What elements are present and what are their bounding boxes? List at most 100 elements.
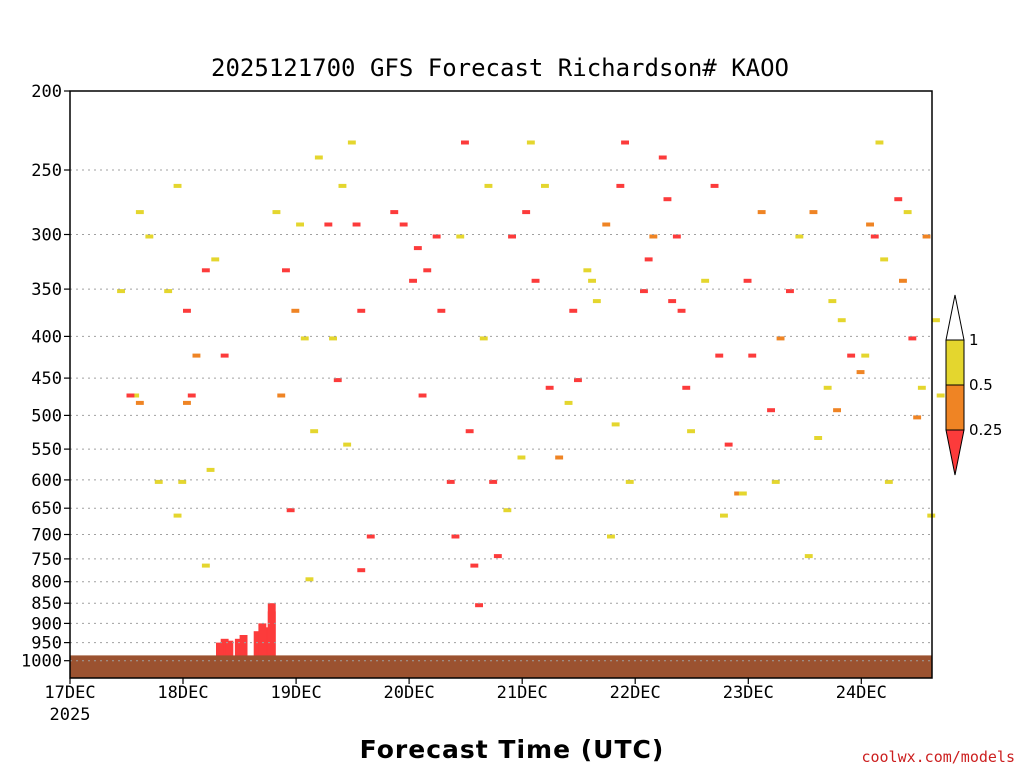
ri-cell	[861, 353, 870, 358]
ri-cell	[875, 140, 884, 145]
y-tick-label: 800	[31, 573, 62, 593]
grid-lines	[70, 169, 932, 662]
ri-cell	[625, 479, 634, 484]
ri-cell	[607, 534, 615, 539]
ri-cell	[508, 234, 516, 239]
ri-cell	[357, 308, 366, 313]
ri-cell	[856, 370, 865, 375]
ri-cell	[908, 336, 917, 341]
legend: 1 0.5 0.25	[945, 294, 1002, 476]
ri-cell	[767, 408, 775, 413]
ri-cell	[164, 289, 173, 294]
ri-cell	[461, 140, 469, 145]
x-tick-label: 23DEC	[723, 683, 774, 703]
ri-cell	[135, 210, 144, 215]
ri-cell	[272, 210, 281, 215]
ri-cell	[687, 429, 695, 434]
x-tick-label: 21DEC	[497, 683, 548, 703]
y-tick-label: 350	[31, 280, 62, 300]
ri-cell	[545, 385, 554, 390]
x-tick-label: 24DEC	[836, 683, 887, 703]
legend-level-label: 1	[969, 331, 979, 349]
ri-cell	[451, 534, 460, 539]
ri-cell	[286, 508, 295, 513]
ri-cell	[795, 234, 804, 239]
ri-cell	[541, 183, 549, 188]
ri-cell	[748, 353, 757, 358]
y-tick-label: 650	[31, 499, 62, 519]
ri-cell	[917, 385, 926, 390]
ri-cell	[913, 415, 922, 420]
ri-cell	[569, 308, 578, 313]
ri-cell	[201, 563, 210, 568]
ri-cell	[206, 467, 215, 472]
ri-cell	[658, 155, 667, 160]
ri-cell	[399, 222, 408, 227]
ri-cell	[715, 353, 724, 358]
ri-cell	[310, 429, 319, 434]
ri-cell	[743, 278, 752, 283]
ri-cell	[710, 183, 719, 188]
ri-cell	[677, 308, 686, 313]
ri-cell	[757, 210, 766, 215]
ri-cell	[291, 308, 300, 313]
ri-cell	[616, 183, 625, 188]
ri-cell	[583, 268, 592, 273]
legend-arrow-bottom	[945, 429, 965, 476]
ri-cell	[899, 278, 907, 283]
y-tick-label: 500	[31, 406, 62, 426]
ri-cell	[701, 278, 710, 283]
ri-cell	[592, 299, 601, 304]
ri-cell	[470, 563, 479, 568]
legend-level-label: 0.25	[969, 421, 1002, 439]
ri-cell	[117, 289, 125, 294]
ri-cell	[366, 534, 375, 539]
ri-cell	[409, 278, 417, 283]
ri-cell	[314, 155, 323, 160]
chart-title: 2025121700 GFS Forecast Richardson# KAOO	[211, 54, 789, 82]
ri-cell	[263, 627, 271, 678]
ri-cell	[588, 278, 596, 283]
ri-cell	[465, 429, 474, 434]
ri-cell	[804, 554, 813, 559]
ri-cell	[267, 603, 276, 678]
y-tick-label: 300	[31, 226, 62, 246]
ri-cell	[837, 318, 846, 323]
ri-cell	[932, 318, 940, 323]
surface-layer	[70, 655, 932, 678]
ri-cell	[343, 442, 352, 447]
ri-cell	[922, 234, 931, 239]
ri-cell	[131, 393, 140, 398]
ri-cell	[847, 353, 856, 358]
ri-cell	[493, 554, 502, 559]
plot-frame	[69, 90, 933, 679]
ri-cell	[668, 299, 677, 304]
ri-cell	[201, 268, 210, 273]
ri-cell	[602, 222, 611, 227]
ri-cell	[522, 210, 531, 215]
ri-cell	[611, 422, 620, 427]
ri-cell	[173, 183, 182, 188]
ri-cell	[526, 140, 535, 145]
ri-cell	[432, 234, 441, 239]
ri-cell	[357, 568, 366, 573]
y-tick-label: 850	[31, 594, 62, 614]
legend-level-label: 0.5	[969, 376, 993, 394]
y-axis-ticks: 200 250 300 350 400 450 500 550 600 650 700 750 8008…	[21, 82, 70, 672]
ri-cell	[866, 222, 874, 227]
ri-cell	[173, 513, 182, 518]
ri-cell	[253, 631, 262, 678]
ri-cell	[621, 140, 629, 145]
ri-cell	[734, 491, 743, 496]
y-tick-label: 600	[31, 471, 62, 491]
y-tick-label: 1000	[21, 652, 62, 672]
y-tick-label: 250	[31, 161, 62, 181]
ri-cell	[183, 308, 191, 313]
ri-cell	[814, 436, 823, 440]
y-tick-label: 750	[31, 550, 62, 570]
x-axis-label: Forecast Time (UTC)	[360, 735, 665, 764]
ri-cell	[903, 210, 912, 215]
ri-cell	[531, 278, 540, 283]
